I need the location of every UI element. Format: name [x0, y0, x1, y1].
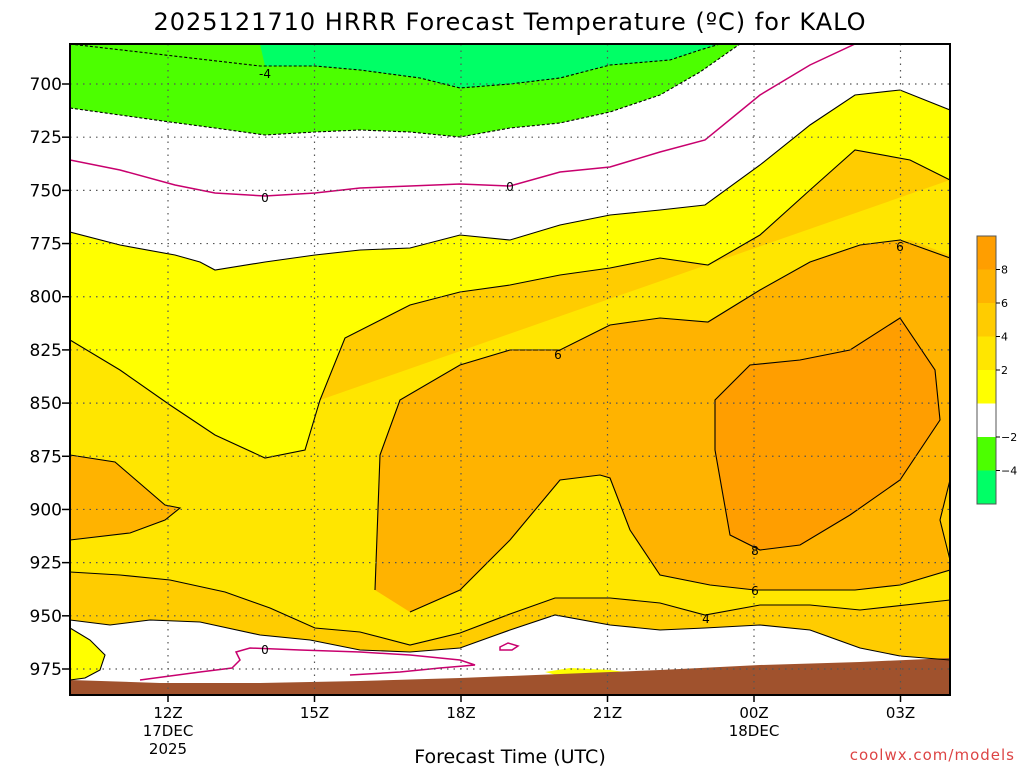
- chart-title: 2025121710 HRRR Forecast Temperature (ºC…: [153, 8, 866, 36]
- contour-4-top: [70, 149, 950, 459]
- colorbar-swatch: [977, 303, 996, 337]
- y-tick-label: 950: [30, 607, 62, 627]
- y-tick-label: 900: [30, 500, 62, 520]
- contour-lines: [70, 44, 950, 681]
- band-lt-m4: [260, 44, 720, 88]
- x-tick-sublabel: 18DEC: [729, 722, 780, 740]
- contour-label: 6: [751, 584, 759, 598]
- contour-m2: [70, 44, 741, 138]
- band-gt8: [715, 318, 940, 550]
- colorbar-tick-label: 8: [1001, 264, 1008, 277]
- x-tick-label: 18Z: [446, 704, 475, 722]
- contour-label: 6: [554, 348, 562, 362]
- y-tick-label: 825: [30, 341, 62, 361]
- plot-area: -4 0 0 6 6 8 6 4 0: [69, 43, 951, 696]
- contour-0-upper: [70, 44, 856, 197]
- contour-2-blob: [70, 627, 106, 681]
- credit-text: coolwx.com/models: [850, 746, 1015, 764]
- grid: [70, 44, 950, 695]
- colorbar-tick-label: −4: [1001, 465, 1017, 478]
- contour-0-lower: [139, 647, 476, 681]
- y-axis: 700 725 750 775 800 825 850 875 900 925 950 975: [30, 75, 70, 680]
- contour-4-lower: [70, 571, 950, 646]
- colorbar-swatch: [977, 370, 996, 404]
- x-tick-label: 15Z: [300, 704, 329, 722]
- y-tick-label: 775: [30, 235, 62, 255]
- x-tick-sublabel: 2025: [149, 740, 187, 758]
- colorbar-swatch: [977, 403, 996, 437]
- colorbar-swatch: [977, 269, 996, 303]
- contour-label: 6: [896, 240, 904, 254]
- contour-m4: [70, 44, 721, 89]
- x-tick-label: 03Z: [886, 704, 915, 722]
- y-tick-label: 925: [30, 554, 62, 574]
- zero-contours: [70, 44, 856, 681]
- y-tick-label: 725: [30, 128, 62, 148]
- contour-label: 4: [702, 612, 710, 626]
- colorbar-tick-label: 2: [1001, 364, 1008, 377]
- contour-8: [714, 317, 941, 551]
- band-6-8-left: [70, 455, 180, 540]
- x-tick-sublabel: 17DEC: [143, 722, 194, 740]
- y-tick-label: 850: [30, 394, 62, 414]
- contour-6-left: [70, 454, 182, 541]
- colorbar-tick-label: 6: [1001, 297, 1008, 310]
- y-tick-label: 800: [30, 288, 62, 308]
- contour-6-main: [374, 239, 950, 591]
- x-tick-label: 21Z: [593, 704, 622, 722]
- contour-6-lower: [409, 474, 950, 613]
- band-yellow-blob: [70, 628, 105, 680]
- y-tick-label: 700: [30, 75, 62, 95]
- contour-2-lower: [70, 614, 950, 661]
- colorbar-swatch: [977, 236, 996, 270]
- colorbar: 8 6 4 2 −2 −4: [976, 235, 1017, 505]
- contour-labels: -4 0 0 6 6 8 6 4 0: [259, 67, 904, 657]
- contour-0-loop: [499, 642, 520, 651]
- contour-label: 8: [751, 544, 759, 558]
- contour-label: 0: [506, 180, 514, 194]
- colorbar-tick-label: −2: [1001, 431, 1017, 444]
- contour-label: 0: [261, 191, 269, 205]
- contour-label: -4: [259, 67, 271, 81]
- colorbar-swatch: [977, 437, 996, 471]
- y-tick-label: 875: [30, 447, 62, 467]
- colorbar-swatch: [977, 336, 996, 370]
- plot-frame: [69, 43, 951, 696]
- x-tick-label: 00Z: [739, 704, 768, 722]
- contour-6-right: [939, 479, 950, 561]
- terrain: [70, 658, 950, 695]
- colorbar-tick-label: 4: [1001, 331, 1008, 344]
- x-tick-label: 12Z: [153, 704, 182, 722]
- contour-label: 0: [261, 643, 269, 657]
- y-tick-label: 750: [30, 181, 62, 201]
- colorbar-swatch: [977, 470, 996, 504]
- y-tick-label: 975: [30, 660, 62, 680]
- x-axis-label: Forecast Time (UTC): [414, 746, 605, 768]
- contour-2-top: [70, 89, 950, 271]
